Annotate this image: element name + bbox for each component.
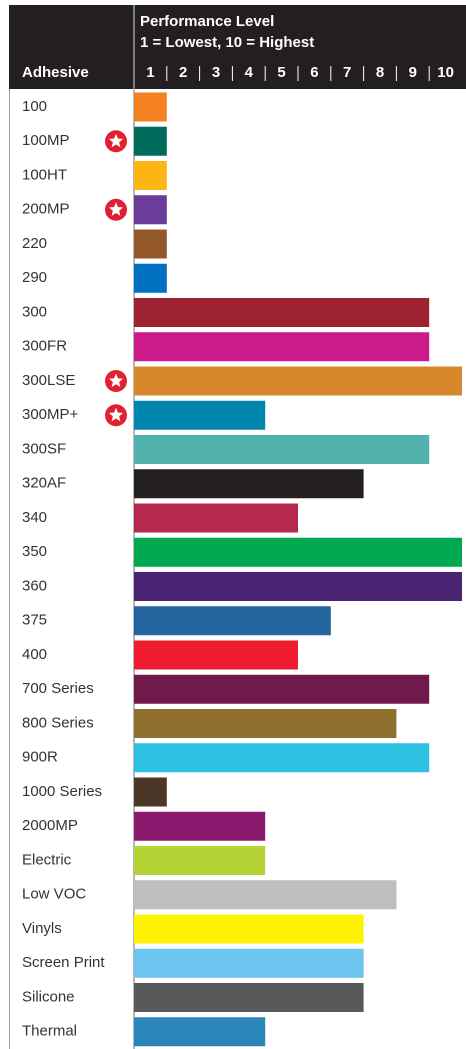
y-tick-label: 900R xyxy=(22,749,58,766)
bar xyxy=(134,846,266,875)
bar xyxy=(134,503,298,533)
bar xyxy=(134,948,364,978)
y-tick-label: 300MP+ xyxy=(22,406,79,423)
x-tick-label: 9 xyxy=(409,64,417,81)
x-tick-label: 5 xyxy=(277,64,285,81)
y-tick-label: 375 xyxy=(22,612,47,629)
x-tick-label: 8 xyxy=(376,64,384,81)
y-tick-label: 800 Series xyxy=(22,714,94,731)
bar xyxy=(134,195,167,225)
bar xyxy=(134,435,430,464)
bar xyxy=(134,983,364,1012)
y-tick-label: Vinyls xyxy=(22,920,62,937)
bar xyxy=(134,1017,266,1047)
highlight-badge xyxy=(105,404,127,427)
bar xyxy=(134,640,298,670)
bar xyxy=(134,709,397,738)
bar xyxy=(134,298,430,327)
y-tick-label: 300SF xyxy=(22,440,66,457)
bar xyxy=(134,537,462,567)
y-tick-label: 320AF xyxy=(22,475,66,492)
badge-star xyxy=(108,407,124,422)
bar xyxy=(134,126,167,156)
highlight-badge xyxy=(105,198,127,221)
bar xyxy=(134,880,397,910)
highlight-badge xyxy=(105,130,127,153)
badge-star xyxy=(108,373,124,388)
y-tick-label: 300 xyxy=(22,303,47,320)
bar xyxy=(134,263,167,293)
y-tick-label: 300LSE xyxy=(22,372,75,389)
y-tick-label: 350 xyxy=(22,543,47,560)
x-tick-label: 4 xyxy=(245,64,254,81)
y-tick-label: Thermal xyxy=(22,1023,77,1040)
bar xyxy=(134,469,364,499)
bar xyxy=(134,366,462,396)
y-tick-label: 300FR xyxy=(22,338,67,355)
bar xyxy=(134,811,266,841)
bar xyxy=(134,229,167,259)
chart-title: Performance Level xyxy=(140,13,274,30)
y-tick-label: 100MP xyxy=(22,132,70,149)
y-tick-label: 100 xyxy=(22,98,47,115)
badge-star xyxy=(108,133,124,148)
bar xyxy=(134,400,266,430)
bar xyxy=(134,743,430,773)
badge-star xyxy=(108,202,124,216)
y-tick-label: Electric xyxy=(22,851,72,868)
y-tick-label: 1000 Series xyxy=(22,783,102,800)
x-tick-label: 1 xyxy=(146,64,154,81)
y-tick-label: 2000MP xyxy=(22,817,78,834)
y-tick-label: 200MP xyxy=(22,201,70,218)
y-tick-label: 340 xyxy=(22,509,47,526)
x-tick-label: 2 xyxy=(179,64,187,81)
y-tick-label: 360 xyxy=(22,577,47,594)
y-tick-label: 400 xyxy=(22,646,47,663)
bar xyxy=(134,92,167,122)
bar xyxy=(134,914,364,944)
y-tick-label: 100HT xyxy=(22,166,67,183)
header-background xyxy=(9,5,466,89)
y-tick-label: Screen Print xyxy=(22,954,105,971)
y-tick-label: 700 Series xyxy=(22,680,94,697)
y-tick-label: Silicone xyxy=(22,988,75,1005)
bar xyxy=(134,572,462,601)
y-tick-label: 290 xyxy=(22,269,47,286)
bar xyxy=(134,777,167,807)
column-header: Adhesive xyxy=(22,64,89,81)
x-tick-label: 3 xyxy=(212,64,220,81)
x-tick-label: 6 xyxy=(310,64,318,81)
x-tick-label: 10 xyxy=(437,64,454,81)
x-tick-label: 7 xyxy=(343,64,351,81)
y-tick-label: Low VOC xyxy=(22,886,86,903)
bar xyxy=(134,332,430,362)
bar xyxy=(134,606,331,636)
bar xyxy=(134,674,430,704)
highlight-badge xyxy=(105,370,127,392)
chart-subtitle: 1 = Lowest, 10 = Highest xyxy=(140,34,314,51)
bar xyxy=(134,161,167,190)
y-tick-label: 220 xyxy=(22,235,47,252)
